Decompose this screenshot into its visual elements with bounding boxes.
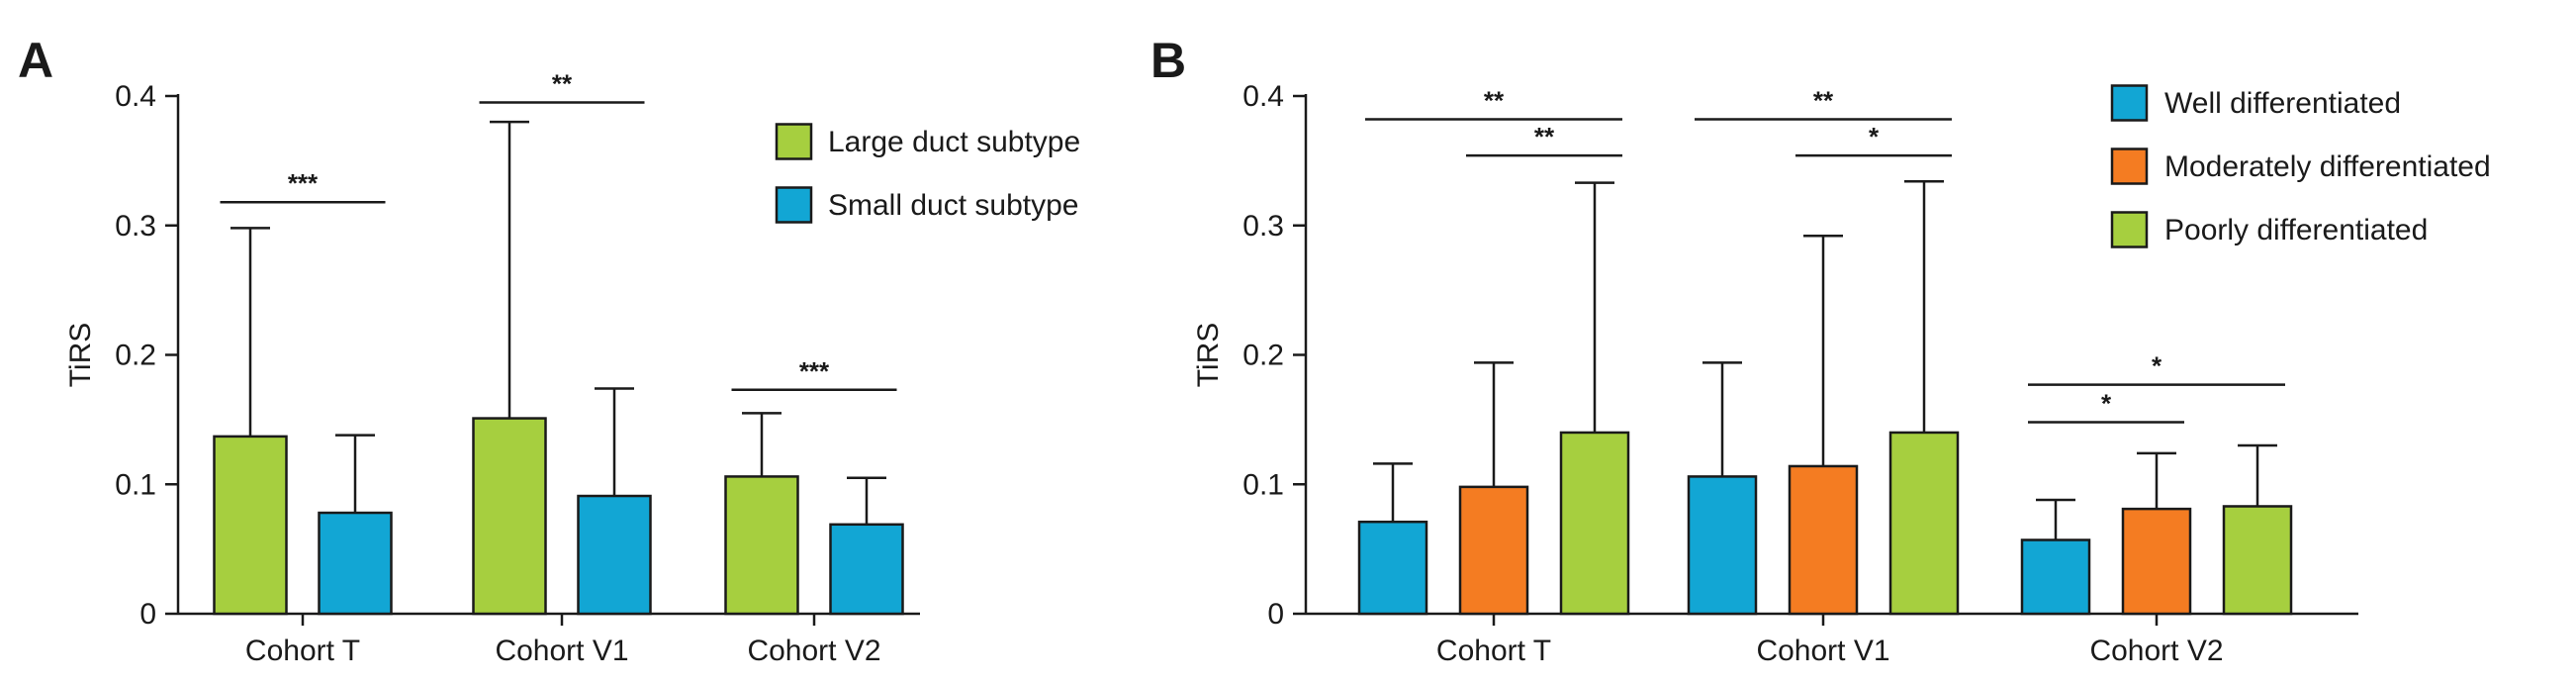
y-axis-title: TiRS xyxy=(64,323,97,388)
x-tick-label: Cohort V2 xyxy=(747,635,880,667)
y-axis-title: TiRS xyxy=(1192,323,1225,388)
significance-label: ** xyxy=(1534,122,1555,151)
bar xyxy=(724,475,799,616)
legend-label: Moderately differentiated xyxy=(2164,150,2491,183)
bar xyxy=(1687,475,1758,616)
legend-swatch xyxy=(2110,147,2149,185)
bar xyxy=(2020,539,2091,616)
y-tick-label: 0.4 xyxy=(115,80,156,113)
x-tick-label: Cohort V1 xyxy=(495,635,628,667)
bar xyxy=(1888,431,1960,616)
bar xyxy=(213,435,288,616)
y-tick-label: 0 xyxy=(1267,598,1284,631)
bar xyxy=(1458,485,1529,616)
bar xyxy=(1357,520,1428,616)
legend-label: Small duct subtype xyxy=(828,189,1078,222)
y-tick-label: 0.2 xyxy=(115,340,156,372)
legend-label: Large duct subtype xyxy=(828,126,1080,158)
bar xyxy=(2222,505,2293,616)
legend-swatch xyxy=(2110,84,2149,122)
y-tick-label: 0.3 xyxy=(115,210,156,243)
significance-label: * xyxy=(2152,351,2162,381)
bar xyxy=(1559,431,1630,616)
bar xyxy=(829,523,904,616)
significance-label: ** xyxy=(552,69,573,99)
legend-swatch xyxy=(2110,211,2149,248)
y-tick-label: 0 xyxy=(139,598,156,631)
legend-label: Well differentiated xyxy=(2164,87,2401,120)
bar xyxy=(2121,507,2192,616)
x-tick-label: Cohort V1 xyxy=(1756,635,1889,667)
y-tick-label: 0.3 xyxy=(1242,210,1284,243)
panel-letter-b: B xyxy=(1150,33,1186,88)
significance-label: *** xyxy=(799,356,830,386)
bar xyxy=(318,511,393,616)
bar xyxy=(577,494,652,616)
panel-letter-a: A xyxy=(18,33,53,88)
y-tick-label: 0.1 xyxy=(115,468,156,501)
panel-b: B 0 0.1 0.2 0.3 0.4 TiRS Cohort T Cohort V1 Coho… xyxy=(1150,33,2491,667)
legend-label: Poorly differentiated xyxy=(2164,214,2428,246)
y-tick-label: 0.2 xyxy=(1242,340,1284,372)
significance-label: *** xyxy=(288,168,319,198)
significance-label: ** xyxy=(1484,86,1505,116)
x-tick-label: Cohort T xyxy=(245,635,360,667)
y-tick-label: 0.4 xyxy=(1242,80,1284,113)
significance-label: * xyxy=(1869,122,1880,151)
bar xyxy=(1788,464,1859,616)
x-tick-label: Cohort V2 xyxy=(2089,635,2223,667)
significance-label: * xyxy=(2101,388,2112,418)
legend-swatch xyxy=(775,123,813,160)
bar xyxy=(472,417,547,616)
panel-a: A 0 0.1 0.2 0.3 0.4 TiRS Cohort T Cohort V1 Coho… xyxy=(18,33,1080,667)
y-tick-label: 0.1 xyxy=(1242,468,1284,501)
legend-swatch xyxy=(775,186,813,224)
significance-label: ** xyxy=(1813,86,1834,116)
x-tick-label: Cohort T xyxy=(1436,635,1551,667)
